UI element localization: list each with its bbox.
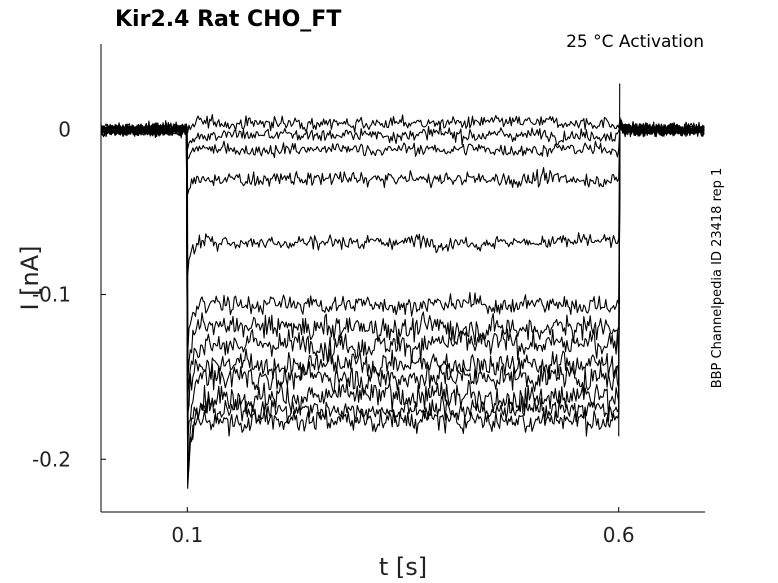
current-trace-5 [100, 119, 705, 276]
current-trace-9 [100, 120, 705, 415]
offset-transient [618, 83, 621, 437]
chart-annotation: 25 °C Activation [566, 32, 704, 52]
y-tick-label: -0.1 [32, 282, 71, 306]
onset-transient [186, 126, 189, 473]
x-tick-label: 0.1 [171, 523, 203, 547]
y-axis-label: I [nA] [16, 245, 44, 310]
current-trace-7 [100, 121, 705, 383]
chart-title: Kir2.4 Rat CHO_FT [115, 7, 341, 32]
x-tick-label: 0.6 [603, 523, 635, 547]
current-trace-10 [100, 120, 705, 445]
current-trace-3 [100, 121, 705, 160]
current-trace-6 [100, 120, 705, 355]
current-trace-8 [100, 117, 705, 398]
y-tick-group: 0 -0.1 -0.2 [32, 118, 106, 471]
current-trace-11 [100, 122, 705, 461]
trace-group [100, 83, 705, 489]
current-trace-2 [100, 121, 705, 150]
x-tick-group: 0.1 0.6 [171, 507, 635, 547]
current-trace-4 [100, 121, 705, 195]
current-trace-1 [100, 113, 705, 138]
current-trace-13 [100, 121, 705, 485]
source-id-label: BBP Channelpedia ID 23418 rep 1 [710, 168, 725, 389]
y-tick-label: -0.2 [32, 447, 71, 471]
x-axis-label: t [s] [379, 553, 427, 581]
y-tick-label: 0 [58, 118, 71, 142]
current-trace-12 [100, 120, 705, 489]
